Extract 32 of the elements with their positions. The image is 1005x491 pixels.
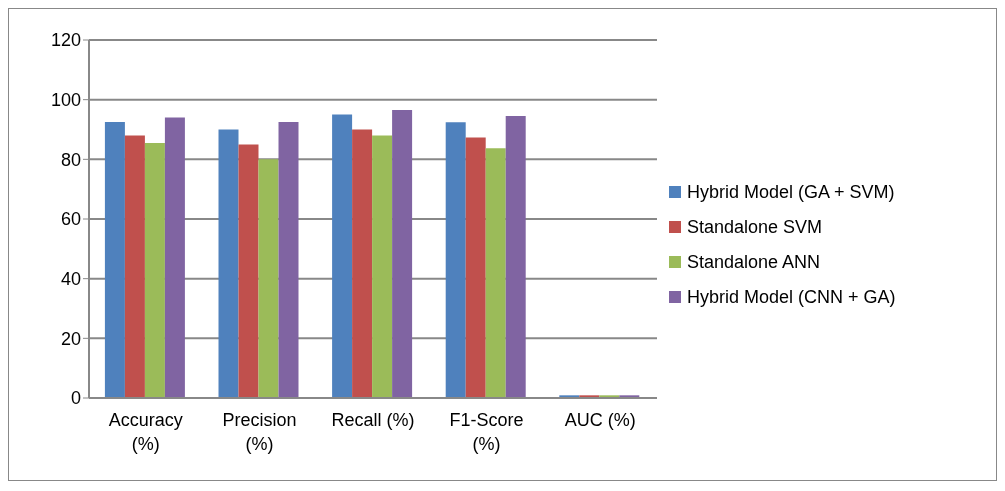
x-tick-label: AUC (%) [564, 410, 636, 430]
bar [164, 117, 185, 398]
y-tick-label: 80 [60, 149, 81, 170]
legend-label: Standalone SVM [687, 216, 823, 238]
bar [352, 129, 373, 398]
bar [372, 135, 393, 398]
y-tick-label: 120 [50, 30, 81, 51]
y-tick-label: 60 [60, 209, 81, 230]
bar [218, 129, 239, 398]
y-tick-label: 40 [60, 269, 81, 290]
bar [104, 122, 125, 398]
y-tick-label: 0 [70, 388, 81, 409]
bar [485, 148, 506, 398]
x-tick-label: Precision (%) [222, 410, 297, 454]
y-tick-label: 20 [60, 328, 81, 349]
bar [332, 114, 353, 398]
bar [505, 116, 526, 398]
bar [392, 110, 413, 398]
legend-label: Hybrid Model (CNN + GA) [687, 286, 896, 308]
bar [144, 142, 165, 398]
x-tick-label: Recall (%) [331, 410, 415, 430]
bar [124, 135, 145, 398]
x-tick-label: F1-Score (%) [449, 410, 524, 454]
x-tick-label: Accuracy (%) [108, 410, 183, 454]
y-tick-label: 100 [50, 90, 81, 111]
legend-label: Hybrid Model (GA + SVM) [687, 181, 895, 203]
bar [445, 122, 466, 398]
bar [258, 159, 279, 398]
bar [238, 144, 259, 398]
bar [278, 122, 299, 398]
bar [465, 137, 486, 398]
legend-label: Standalone ANN [687, 251, 821, 273]
